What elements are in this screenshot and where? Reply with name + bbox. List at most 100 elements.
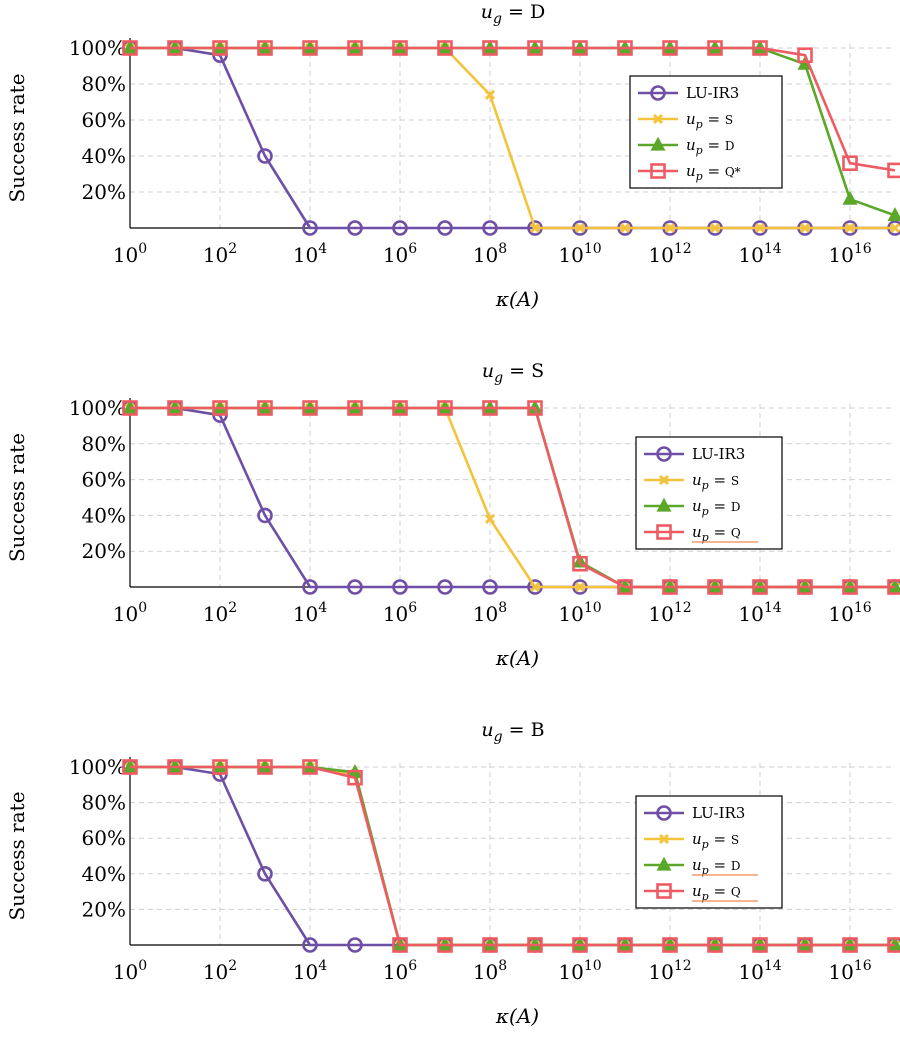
- data-point: [527, 40, 543, 56]
- data-point: [662, 937, 678, 953]
- x-tick-label: 102: [203, 600, 237, 626]
- data-point: [437, 40, 453, 56]
- data-point: [437, 400, 453, 416]
- x-tick-label: 1016: [828, 958, 871, 984]
- legend-label: up = Q: [692, 882, 741, 903]
- legend-box: [635, 795, 783, 909]
- y-tick-label: 80%: [82, 432, 126, 456]
- data-point: [482, 400, 498, 416]
- legend-label: up = Q*: [686, 162, 741, 183]
- legend-swatch-marker: [656, 805, 672, 821]
- data-point: [484, 513, 496, 525]
- data-point: [752, 579, 768, 595]
- data-point: [347, 220, 363, 236]
- data-point: [887, 579, 900, 595]
- data-point: [212, 40, 228, 56]
- chart-title: ug = B: [481, 719, 544, 745]
- series-square: [122, 400, 900, 595]
- data-point: [302, 759, 318, 775]
- y-axis-label: Success rate: [5, 791, 29, 920]
- legend-swatch-marker: [656, 856, 672, 871]
- x-tick-label: 1012: [648, 958, 691, 984]
- x-tick-label: 102: [203, 241, 237, 267]
- legend-swatch-marker: [658, 474, 670, 486]
- chart-1: 20% 40% 60% 80% 100% 100 102 104 106 108 1010 1012 1…: [5, 1, 900, 311]
- data-point: [257, 759, 273, 775]
- y-tick-label: 80%: [82, 791, 126, 815]
- data-point: [707, 40, 723, 56]
- legend-swatch-marker: [650, 163, 666, 179]
- data-point: [572, 937, 588, 953]
- series-square: [122, 40, 900, 179]
- data-point: [347, 40, 363, 56]
- legend-label: LU-IR3: [692, 445, 745, 463]
- data-point: [392, 40, 408, 56]
- series-x: [124, 402, 900, 593]
- data-point: [437, 220, 453, 236]
- data-point: [752, 937, 768, 953]
- series-x: [124, 42, 900, 234]
- x-tick-label: 1014: [738, 600, 781, 626]
- data-point: [889, 222, 900, 234]
- x-tick-label: 1010: [558, 958, 601, 984]
- data-point: [752, 40, 768, 56]
- legend-swatch-marker: [650, 85, 666, 101]
- x-tick-label: 104: [293, 241, 327, 267]
- y-axis-label: Success rate: [5, 433, 29, 562]
- y-tick-label: 40%: [82, 503, 126, 527]
- data-point: [574, 581, 586, 593]
- legend: LU-IR3 up = S up = D up = Q: [635, 795, 783, 909]
- data-point: [257, 148, 273, 164]
- data-point: [797, 937, 813, 953]
- y-tick-label: 100%: [69, 755, 126, 779]
- x-tick-label: 106: [383, 600, 417, 626]
- data-point: [662, 579, 678, 595]
- data-point: [617, 579, 633, 595]
- data-point: [754, 222, 766, 234]
- legend-label: up = D: [686, 136, 734, 157]
- legend-label: up = D: [692, 856, 740, 877]
- y-tick-label: 60%: [82, 468, 126, 492]
- data-point: [797, 47, 813, 64]
- data-point: [257, 400, 273, 416]
- x-tick-label: 1010: [558, 241, 601, 267]
- data-point: [844, 222, 856, 234]
- data-point: [617, 937, 633, 953]
- x-tick-label: 100: [113, 241, 147, 267]
- legend-swatch-marker: [652, 113, 664, 125]
- series-triangle: [122, 399, 900, 593]
- legend: LU-IR3 up = S up = D up = Q: [635, 436, 783, 550]
- data-point: [392, 579, 408, 595]
- data-point: [842, 937, 858, 953]
- x-tick-label: 108: [473, 958, 507, 984]
- data-point: [619, 222, 631, 234]
- data-point: [257, 40, 273, 56]
- x-tick-label: 100: [113, 600, 147, 626]
- legend-label: LU-IR3: [692, 804, 745, 822]
- data-point: [482, 579, 498, 595]
- series-triangle: [122, 758, 900, 951]
- data-point: [662, 40, 678, 56]
- chart-title: ug = D: [481, 1, 545, 27]
- data-point: [347, 937, 363, 953]
- x-tick-label: 1014: [738, 958, 781, 984]
- data-point: [482, 220, 498, 236]
- y-tick-label: 60%: [82, 108, 126, 132]
- x-tick-label: 100: [113, 958, 147, 984]
- series-triangle: [122, 39, 900, 221]
- x-tick-label: 106: [383, 241, 417, 267]
- legend-label: up = D: [692, 497, 740, 518]
- data-point: [527, 400, 543, 416]
- data-point: [437, 937, 453, 953]
- legend-swatch-marker: [658, 833, 670, 845]
- data-point: [347, 579, 363, 595]
- x-tick-label: 102: [203, 958, 237, 984]
- data-point: [212, 759, 228, 775]
- y-tick-label: 20%: [82, 897, 126, 921]
- data-point: [707, 937, 723, 953]
- series-x: [124, 761, 900, 951]
- data-point: [842, 190, 858, 205]
- x-tick-label: 1016: [828, 600, 871, 626]
- x-tick-label: 108: [473, 600, 507, 626]
- data-point: [842, 579, 858, 595]
